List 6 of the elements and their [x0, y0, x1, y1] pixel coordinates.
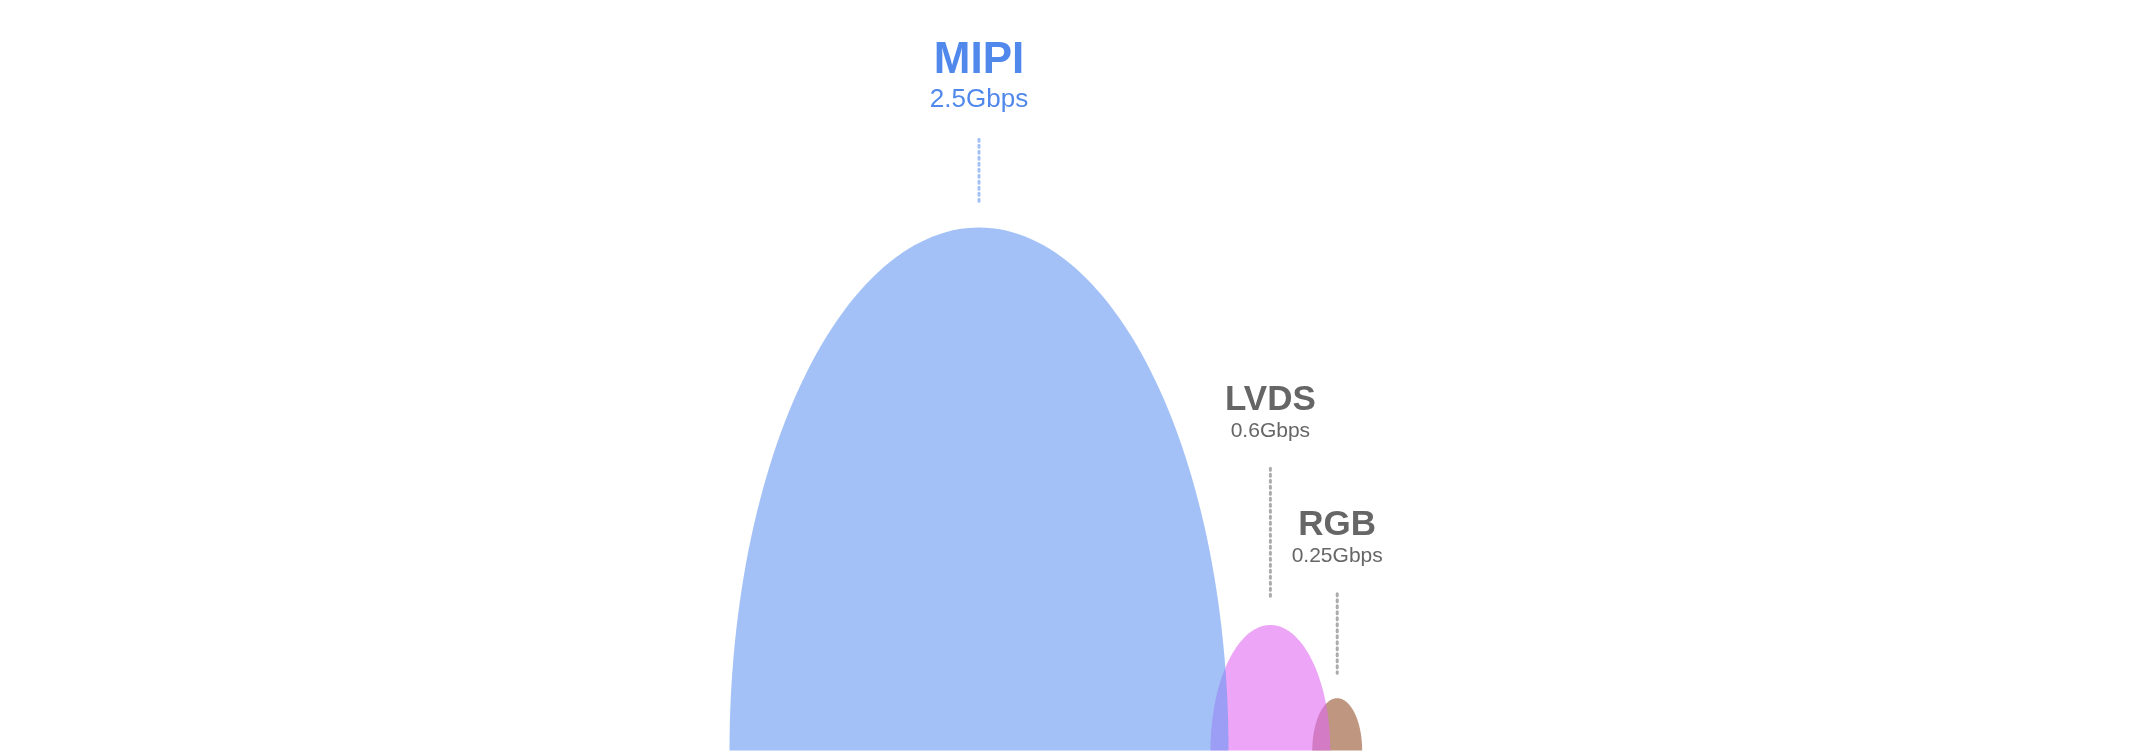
category-label: RGB [1298, 503, 1377, 543]
data-label: 2.5Gbps [929, 83, 1029, 114]
data-label: 0.6Gbps [1230, 418, 1311, 441]
data-label: 0.25Gbps [1291, 543, 1383, 567]
category-label: LVDS [1225, 377, 1316, 417]
category-label: MIPI [933, 32, 1025, 82]
